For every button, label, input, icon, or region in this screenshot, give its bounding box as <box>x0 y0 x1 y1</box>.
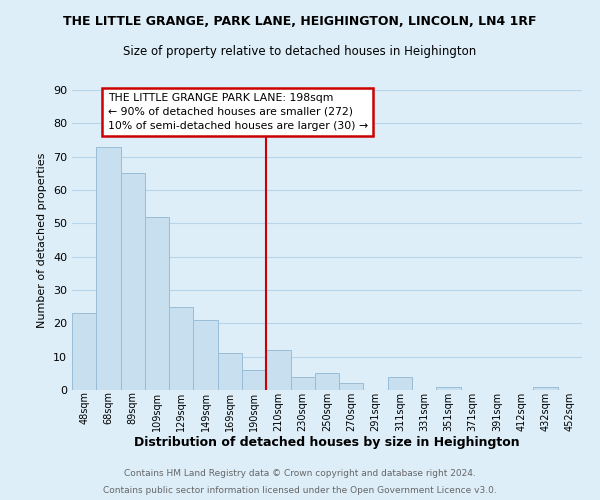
Bar <box>533 386 558 390</box>
Bar <box>339 384 364 390</box>
Bar <box>290 376 315 390</box>
Bar <box>218 354 242 390</box>
Bar <box>436 386 461 390</box>
Text: THE LITTLE GRANGE PARK LANE: 198sqm
← 90% of detached houses are smaller (272)
1: THE LITTLE GRANGE PARK LANE: 198sqm ← 90… <box>108 93 368 131</box>
Text: Contains HM Land Registry data © Crown copyright and database right 2024.: Contains HM Land Registry data © Crown c… <box>124 468 476 477</box>
Text: THE LITTLE GRANGE, PARK LANE, HEIGHINGTON, LINCOLN, LN4 1RF: THE LITTLE GRANGE, PARK LANE, HEIGHINGTO… <box>63 15 537 28</box>
Bar <box>388 376 412 390</box>
Bar <box>266 350 290 390</box>
Bar <box>121 174 145 390</box>
Bar <box>145 216 169 390</box>
Bar <box>169 306 193 390</box>
Text: Size of property relative to detached houses in Heighington: Size of property relative to detached ho… <box>124 45 476 58</box>
Text: Contains public sector information licensed under the Open Government Licence v3: Contains public sector information licen… <box>103 486 497 495</box>
Bar <box>72 314 96 390</box>
Y-axis label: Number of detached properties: Number of detached properties <box>37 152 47 328</box>
Bar <box>315 374 339 390</box>
Bar <box>193 320 218 390</box>
Bar <box>242 370 266 390</box>
X-axis label: Distribution of detached houses by size in Heighington: Distribution of detached houses by size … <box>134 436 520 450</box>
Bar <box>96 146 121 390</box>
